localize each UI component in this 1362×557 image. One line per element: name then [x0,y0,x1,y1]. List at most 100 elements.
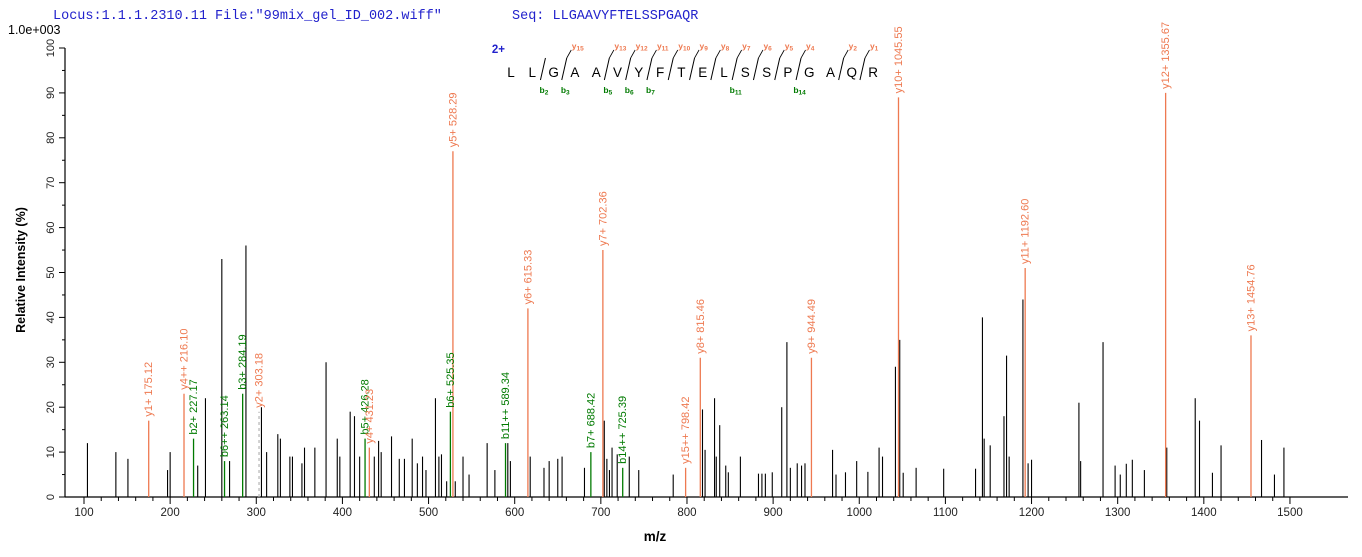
fragment-slash [539,57,546,81]
y-ion-leader [779,49,785,59]
peak-label: b5+ 426.28 [360,379,372,434]
sequence-residue: E [698,65,707,80]
x-tick-label: 1400 [1191,507,1217,519]
sequence-residue: G [548,65,559,80]
peak-label: b2+ 227.17 [188,379,200,434]
sequence-residue: A [570,65,579,80]
peak-label: y7+ 702.36 [597,191,609,246]
fragment-slash [859,57,866,81]
peak-label: y6+ 615.33 [522,250,534,305]
fragment-slash [795,57,802,81]
y-ion-label: y4 [806,41,815,53]
sequence-residue: S [762,65,771,80]
y-tick-label: 50 [45,266,57,278]
x-tick-label: 1100 [933,507,958,519]
y-ion-label: y15 [572,41,584,53]
x-tick-label: 500 [419,507,438,519]
sequence-annotation: L L G A A V Y F T E L S S P G A Q Rb2y15b3y13b5y12b6y11b7… [507,41,878,97]
y-ion-label: y10 [678,41,690,53]
y-tick-label: 10 [45,446,57,458]
sequence-residue: L [720,65,728,80]
fragment-slash [646,57,653,81]
y-ion-leader [609,49,615,59]
sequence-residue: Q [847,65,858,80]
x-tick-label: 1200 [1019,507,1045,519]
peak-label: b6++ 263.14 [219,395,231,457]
y-ion-label: y1 [870,41,879,53]
fragment-slash [625,57,632,81]
y-ion-label: y9 [700,41,709,53]
x-tick-label: 900 [764,507,783,519]
sequence-residue: R [868,65,878,80]
sequence-residue: A [592,65,601,80]
fragment-slash [603,57,610,81]
y-ion-label: y7 [742,41,751,53]
x-tick-label: 1500 [1277,507,1303,519]
peak-label: y8+ 815.46 [695,299,707,354]
fragment-slash [838,57,845,81]
y-tick-label: 100 [45,39,57,57]
y-ion-leader [800,49,806,59]
peak-label: y13+ 1454.76 [1245,264,1257,331]
fragment-slash [710,57,717,81]
b-ion-label: b7 [646,85,655,97]
fragment-slash [561,57,568,81]
x-tick-label: 700 [591,507,610,519]
x-tick-label: 1300 [1105,507,1131,519]
peak-label: y4++ 216.10 [179,329,191,390]
sequence-residue: A [826,65,835,80]
y-axis-title: Relative Intensity (%) [14,207,28,333]
peak-label: y10+ 1045.55 [893,26,905,93]
y-tick-label: 60 [45,221,57,233]
axes: 100 200 300 400 500 600 700 800 900 1000 1100 1200 1… [45,39,1348,519]
y-ion-leader [843,49,849,59]
sequence-residue: Y [634,65,643,80]
b-ion-label: b5 [603,85,612,97]
peak-label: y15++ 798.42 [680,397,692,464]
sequence-residue: V [613,65,622,80]
b-ion-label: b11 [730,85,742,97]
y-ion-label: y11 [657,41,669,53]
sequence-residue: G [804,65,815,80]
fragment-slash [774,57,781,81]
b-ion-label: b3 [561,85,570,97]
x-tick-label: 1000 [846,507,872,519]
sequence-residue: S [741,65,750,80]
peak-label: y11+ 1192.60 [1020,199,1032,264]
y-ion-leader [864,49,870,59]
fragment-slash [689,57,696,81]
y-ion-leader [672,49,679,59]
y-ion-label: y5 [785,41,794,53]
peak-label: b6+ 525.35 [445,352,457,407]
peak-label: y1+ 175.12 [143,362,155,417]
y-ion-leader [736,49,742,59]
x-axis-title: m/z [644,529,667,544]
y-tick-label: 0 [45,494,57,500]
y-tick-label: 70 [45,177,57,189]
sequence-residue: L [507,65,515,80]
y-ion-leader [715,49,721,59]
fragment-slash [731,57,738,81]
peak-label: y12+ 1355.67 [1160,22,1172,89]
precursor-charge-label: 2+ [492,44,505,56]
y-ion-label: y12 [636,41,648,53]
header-locus-file: Locus:1.1.1.2310.11 File:"99mix_gel_ID_0… [53,9,442,24]
sequence-residue: L [529,65,537,80]
peak-label: y5+ 528.29 [447,93,459,148]
y-tick-label: 20 [45,401,57,413]
b-ion-label: b2 [540,85,549,97]
y-ion-leader [651,49,657,59]
x-tick-label: 300 [247,507,266,519]
y-ion-leader [630,49,636,59]
b-ion-label: b14 [793,85,806,97]
y-tick-label: 30 [45,356,57,368]
y-ion-leader [758,49,764,59]
x-tick-label: 400 [333,507,352,519]
peak-label: b7+ 688.42 [585,393,597,448]
y-ion-leader [566,49,572,59]
fragment-slash [667,57,674,81]
y-tick-label: 90 [45,87,57,99]
y-ion-label: y8 [721,41,730,53]
x-tick-label: 200 [161,507,180,519]
